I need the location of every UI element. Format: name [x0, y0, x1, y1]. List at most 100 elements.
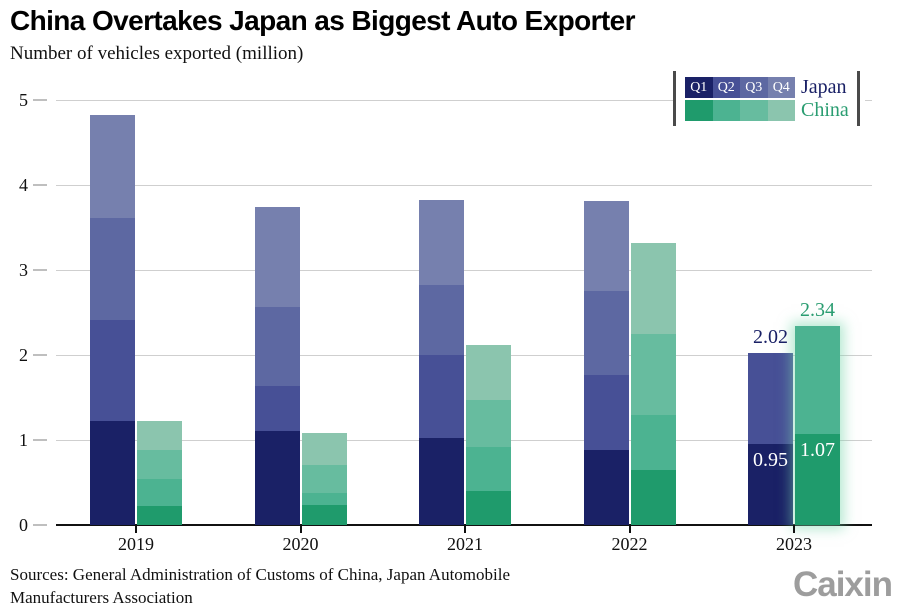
legend-swatch-china-q4	[767, 100, 795, 121]
bar-segment-q1	[301, 504, 347, 525]
legend-row-china	[685, 100, 795, 121]
source-line-1: Sources: General Administration of Custo…	[10, 565, 511, 584]
x-tick	[135, 525, 137, 533]
value-label-japan-inside-q1: 0.95	[753, 449, 788, 472]
y-axis-label: 0	[19, 515, 28, 535]
bar-segment-q2	[90, 320, 135, 422]
legend-label-china: China	[801, 99, 849, 121]
x-tick	[793, 525, 795, 533]
bar-segment-q2	[466, 446, 511, 491]
y-axis-label: 3	[19, 260, 28, 280]
bar-segment-q4	[90, 115, 135, 219]
y-tick	[33, 439, 47, 441]
bar-segment-q2	[254, 385, 300, 432]
gridline	[56, 355, 872, 356]
bar-china-2019	[137, 421, 182, 525]
bar-segment-q3	[583, 291, 629, 376]
x-tick	[299, 525, 302, 533]
y-tick	[33, 184, 47, 186]
bar-segment-q4	[583, 201, 629, 292]
bar-segment-q3	[419, 285, 464, 355]
bar-segment-q1	[466, 490, 511, 525]
gridline	[56, 100, 872, 101]
legend-swatch-japan-q3: Q3	[740, 77, 768, 98]
source-note: Sources: General Administration of Custo…	[10, 564, 510, 609]
bar-china-2021	[466, 344, 511, 525]
legend-swatch-china-q3	[740, 100, 768, 121]
bar-segment-q4	[301, 433, 347, 465]
bar-segment-q4	[254, 207, 300, 308]
x-axis-label: 2021	[447, 534, 483, 554]
gridline	[56, 270, 872, 271]
legend-swatch-japan-q2: Q2	[712, 77, 740, 98]
bar-segment-q4	[630, 242, 676, 334]
bar-segment-q2	[583, 375, 629, 451]
bar-japan-2023	[748, 353, 793, 525]
y-axis-label: 5	[19, 90, 28, 110]
bar-segment-q3	[90, 218, 135, 321]
bar-segment-q1	[583, 450, 629, 525]
y-tick	[33, 99, 47, 101]
bar-segment-q3	[466, 400, 511, 447]
x-tick	[464, 525, 466, 533]
bar-segment-q4	[466, 344, 511, 401]
y-tick	[33, 354, 47, 356]
legend-swatch-china-q1	[685, 100, 713, 121]
legend-swatch-japan-q1: Q1	[685, 77, 713, 98]
value-label-china-above-bar: 2.34	[800, 299, 835, 322]
caixin-logo: Caixin	[792, 565, 893, 604]
bar-segment-q1	[254, 431, 300, 525]
bar-segment-q1	[795, 434, 840, 525]
bar-japan-2022	[583, 201, 629, 525]
bar-segment-q3	[630, 333, 676, 416]
bar-segment-q1	[137, 506, 182, 525]
source-line-2: Manufacturers Association	[10, 587, 193, 607]
value-label-japan-above-bar: 2.02	[753, 326, 788, 349]
legend-swatch-japan-q4: Q4	[767, 77, 795, 98]
bar-segment-q1	[748, 444, 793, 525]
value-label-china-inside-q1: 1.07	[800, 439, 835, 462]
y-axis-label: 4	[19, 175, 28, 195]
bar-segment-q4	[419, 200, 464, 286]
legend-swatch-china-q2	[712, 100, 740, 121]
bar-segment-q3	[137, 450, 182, 480]
bar-japan-2019	[90, 115, 135, 525]
legend-left-bar	[673, 71, 676, 126]
bar-japan-2020	[254, 207, 300, 525]
gridline	[56, 185, 872, 186]
bar-segment-q2	[419, 355, 464, 439]
y-tick	[33, 269, 47, 271]
bar-segment-q2	[301, 492, 347, 505]
legend-label-japan: Japan	[801, 76, 847, 98]
bar-segment-q2	[630, 415, 676, 470]
bar-segment-q3	[301, 464, 347, 493]
bar-segment-q1	[630, 469, 676, 525]
gridline	[56, 440, 872, 441]
bar-segment-q2	[795, 326, 840, 435]
bar-segment-q1	[419, 438, 464, 525]
chart-subtitle: Number of vehicles exported (million)	[10, 43, 304, 64]
x-tick	[628, 525, 631, 533]
legend: Q1 Q2 Q3 Q4 Japan China	[673, 70, 865, 128]
chart-title: China Overtakes Japan as Biggest Auto Ex…	[10, 5, 635, 36]
bar-japan-2021	[419, 200, 464, 525]
legend-right-bar	[857, 71, 860, 126]
x-axis-label: 2020	[282, 534, 319, 554]
x-axis-label: 2023	[776, 534, 812, 554]
bar-segment-q1	[90, 421, 135, 525]
x-axis-label: 2019	[118, 534, 154, 554]
y-axis-label: 2	[19, 345, 28, 365]
bar-segment-q2	[748, 353, 793, 445]
x-axis-label: 2022	[611, 534, 648, 554]
bar-segment-q3	[254, 307, 300, 386]
bar-china-2022	[630, 242, 676, 525]
legend-row-japan: Q1 Q2 Q3 Q4	[685, 77, 795, 98]
y-tick	[33, 524, 47, 526]
bar-segment-q2	[137, 479, 182, 507]
bar-china-2020	[301, 433, 347, 525]
y-axis-label: 1	[19, 430, 28, 450]
bar-segment-q4	[137, 421, 182, 451]
bar-china-2023	[795, 326, 840, 525]
